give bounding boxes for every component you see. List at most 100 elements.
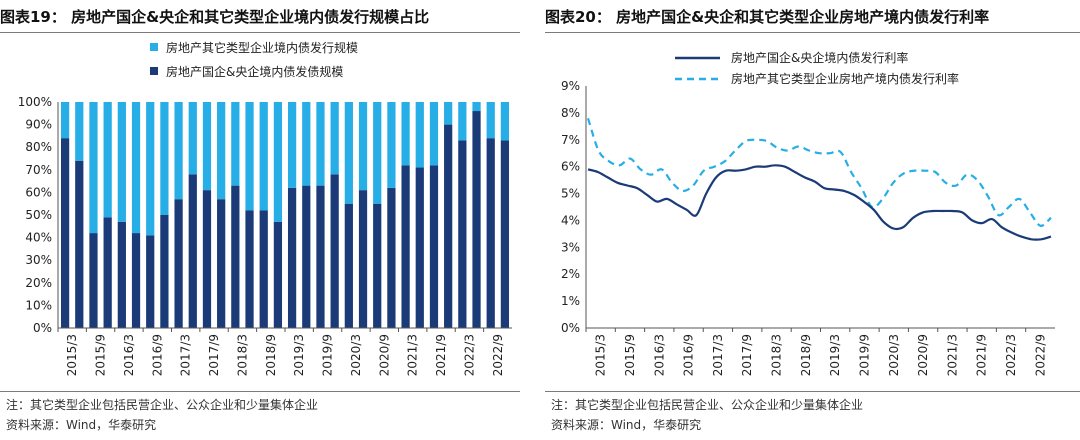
bar-soe-segment xyxy=(500,140,510,328)
bar-soe-segment xyxy=(273,221,283,328)
left-chart-panel: 图表19： 房地产国企&央企和其它类型企业境内债发行规模占比 房地产其它类型企业… xyxy=(0,0,520,440)
left-bottom-rule xyxy=(0,391,520,392)
x-tick-label: 2015/9 xyxy=(94,334,108,376)
y-tick-label: 0% xyxy=(561,321,580,335)
x-tick-label: 2016/3 xyxy=(122,334,136,376)
bar-soe-segment xyxy=(330,174,339,328)
right-chart-title: 图表20： 房地产国企&央企和其它类型企业房地产境内债发行利率 xyxy=(545,8,990,26)
x-tick-label: 2015/3 xyxy=(65,334,79,376)
y-tick-label: 8% xyxy=(561,106,580,120)
bar-soe-segment xyxy=(358,190,368,328)
x-tick-label: 2017/3 xyxy=(179,334,193,376)
y-tick-label: 50% xyxy=(25,208,52,222)
x-tick-label: 2018/3 xyxy=(235,334,249,376)
bar-soe-segment xyxy=(344,203,353,328)
y-tick-label: 4% xyxy=(561,213,580,227)
bar-soe-segment xyxy=(429,165,439,328)
bar-soe-segment xyxy=(89,233,98,328)
x-tick-label: 2019/9 xyxy=(857,334,871,376)
right-title-rule xyxy=(545,32,1080,33)
y-tick-label: 2% xyxy=(561,267,580,281)
bar-other-segment xyxy=(273,102,283,222)
y-tick-label: 30% xyxy=(25,253,52,267)
bar-other-segment xyxy=(131,102,141,234)
bar-soe-segment xyxy=(231,185,240,328)
legend-label-soe: 房地产国企&央企境内债发行利率 xyxy=(731,50,908,65)
left-chart-note: 注：其它类型企业包括民营企业、公众企业和少量集体企业 xyxy=(6,398,319,412)
x-tick-label: 2022/9 xyxy=(491,334,505,376)
y-tick-label: 3% xyxy=(561,240,580,254)
bar-soe-segment xyxy=(174,199,183,328)
bar-soe-segment xyxy=(401,165,410,328)
bar-other-segment xyxy=(458,102,467,141)
right-bottom-rule xyxy=(545,391,1080,392)
bar-other-segment xyxy=(500,102,510,141)
x-tick-label: 2016/3 xyxy=(652,334,666,376)
x-tick-label: 2022/9 xyxy=(1033,334,1047,376)
x-tick-label: 2021/9 xyxy=(434,334,448,376)
x-tick-label: 2021/3 xyxy=(406,334,420,376)
bar-other-segment xyxy=(444,102,453,125)
bar-other-segment xyxy=(103,102,112,218)
legend-label-other: 房地产其它类型企业房地产境内债发行利率 xyxy=(731,71,959,86)
bar-soe-segment xyxy=(259,210,268,328)
bar-other-segment xyxy=(202,102,212,191)
bar-soe-segment xyxy=(131,233,141,328)
y-tick-label: 1% xyxy=(561,294,580,308)
bar-other-segment xyxy=(245,102,254,211)
bar-other-segment xyxy=(287,102,297,188)
x-tick-label: 2019/3 xyxy=(292,334,306,376)
right-chart-note: 注：其它类型企业包括民营企业、公众企业和少量集体企业 xyxy=(551,398,864,412)
bar-other-segment xyxy=(344,102,353,204)
x-tick-label: 2020/9 xyxy=(916,334,930,376)
y-tick-label: 100% xyxy=(18,95,52,109)
x-tick-label: 2017/9 xyxy=(207,334,221,376)
bar-soe-segment xyxy=(103,217,112,328)
left-chart-title: 图表19： 房地产国企&央企和其它类型企业境内债发行规模占比 xyxy=(0,8,430,26)
bar-soe-segment xyxy=(316,185,325,328)
bar-soe-segment xyxy=(245,210,254,328)
line-soe-rate xyxy=(587,164,1052,241)
x-tick-label: 2020/9 xyxy=(377,334,391,376)
x-tick-label: 2016/9 xyxy=(682,334,696,376)
y-tick-label: 20% xyxy=(25,276,52,290)
x-tick-label: 2015/9 xyxy=(623,334,637,376)
x-tick-label: 2022/3 xyxy=(462,334,476,376)
bar-soe-segment xyxy=(387,187,396,328)
y-tick-label: 80% xyxy=(25,140,52,154)
bar-other-segment xyxy=(387,102,396,188)
x-tick-label: 2018/3 xyxy=(770,334,784,376)
left-chart-source: 资料来源：Wind，华泰研究 xyxy=(6,418,157,432)
bar-soe-segment xyxy=(373,203,382,328)
bar-soe-segment xyxy=(458,140,467,328)
bar-soe-segment xyxy=(188,174,197,328)
bar-other-segment xyxy=(60,102,70,139)
left-title-rule xyxy=(0,32,520,33)
bar-soe-segment xyxy=(472,111,481,328)
bar-soe-segment xyxy=(486,138,495,328)
bars-group xyxy=(60,102,510,328)
x-tick-label: 2021/9 xyxy=(975,334,989,376)
line-other-rate xyxy=(586,117,1052,227)
bar-other-segment xyxy=(89,102,98,234)
bar-other-segment xyxy=(429,102,439,166)
legend-label-soe: 房地产国企&央企境内债发债规模 xyxy=(166,64,343,79)
bar-other-segment xyxy=(316,102,325,186)
bar-other-segment xyxy=(472,102,481,112)
bar-other-segment xyxy=(330,102,339,175)
y-tick-label: 90% xyxy=(25,118,52,132)
bar-other-segment xyxy=(188,102,197,175)
bar-soe-segment xyxy=(444,124,453,328)
bar-soe-segment xyxy=(60,138,70,328)
legend-swatch-soe xyxy=(150,67,158,75)
x-tick-label: 2022/3 xyxy=(1004,334,1018,376)
x-tick-label: 2019/3 xyxy=(828,334,842,376)
x-tick-label: 2017/9 xyxy=(740,334,754,376)
bar-other-segment xyxy=(117,102,126,222)
bar-soe-segment xyxy=(75,160,84,328)
bar-soe-segment xyxy=(202,190,212,328)
